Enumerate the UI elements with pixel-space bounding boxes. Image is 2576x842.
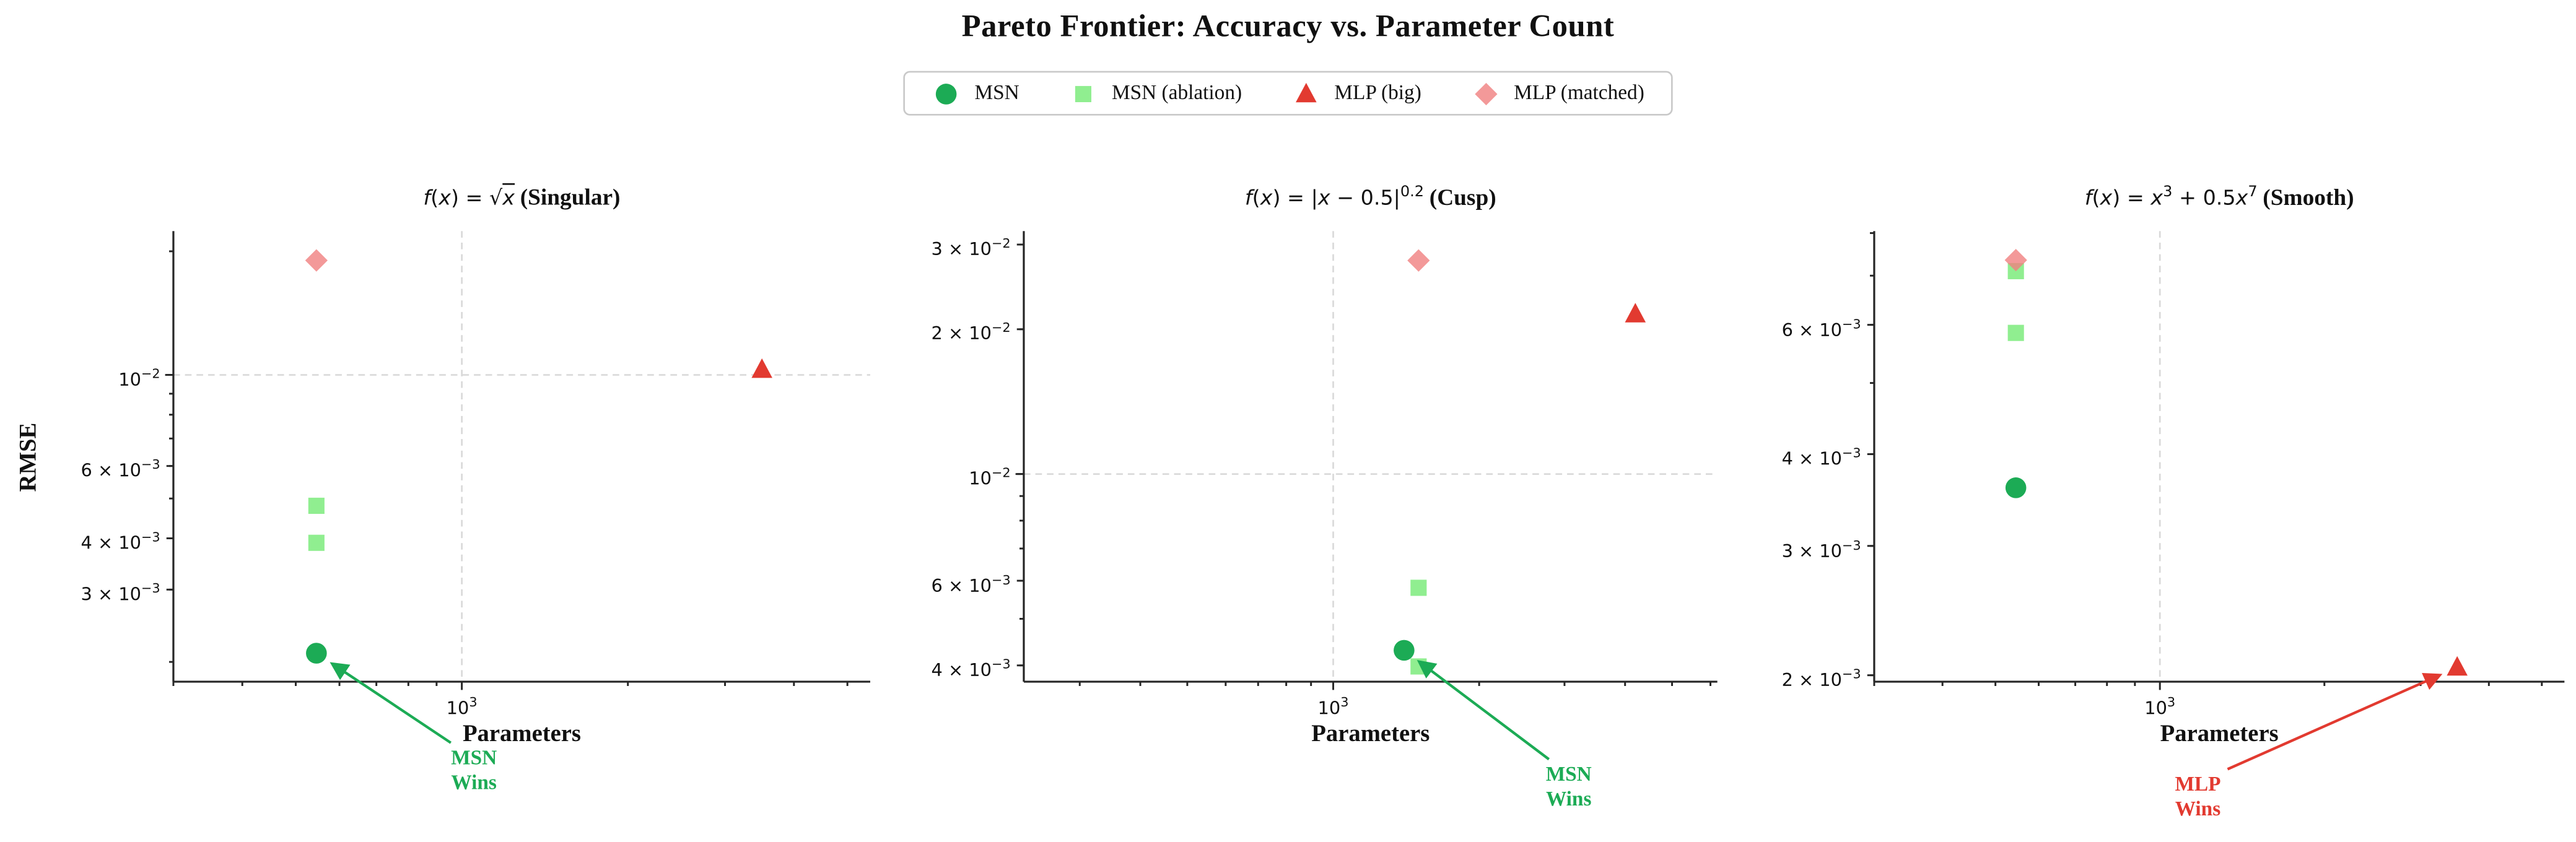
series-mlp-big [2447,656,2468,676]
x-axis-label: Parameters [2160,721,2279,748]
series-mlp-big [751,358,772,378]
subplot-title-cusp: f(x) = |x − 0.5|0.2 (Cusp) [1244,184,1496,212]
triangle-marker-icon [751,358,772,378]
legend-item-mlp-big: MLP (big) [1291,81,1421,106]
series-mlp-matched [305,249,328,272]
series-mlp-big [1625,303,1646,323]
square-marker-icon [2007,324,2024,341]
y-tick-label: 4 × 10−3 [81,530,160,555]
square-marker-icon [1075,85,1092,102]
diamond-marker-icon [1474,82,1497,105]
annotation-msn-wins: MSN Wins [451,746,497,794]
triangle-marker-icon [2447,656,2468,676]
y-tick-label: 10−2 [118,367,160,391]
annotation-arrow [1417,660,1550,761]
annotation-arrow [330,662,452,744]
legend-row: MSN MSN (ablation) MLP (big) MLP (matched) [0,71,2576,116]
y-tick-label: 10−2 [969,466,1011,490]
series-msn [306,643,327,664]
legend-label: MSN (ablation) [1111,80,1242,104]
y-tick-label: 6 × 10−3 [81,458,160,482]
series-mlp-matched [2004,248,2027,272]
series-msn-ablation [2007,263,2024,341]
subplot-title-singular: f(x) = √x (Singular) [423,184,621,212]
triangle-marker-icon [1625,303,1646,323]
figure-title: Pareto Frontier: Accuracy vs. Parameter … [961,9,1615,45]
series-msn [1394,640,1415,661]
y-tick-label: 3 × 10−2 [931,236,1011,261]
subplot-singular: f(x) = √x (Singular) 10−2 6 × 10−3 4 × 10−3… [81,185,870,794]
diamond-marker-icon [2004,248,2027,272]
y-tick-label: 3 × 10−3 [81,581,160,605]
circle-marker-icon [2005,477,2027,498]
plot-area-cusp [1015,231,1718,761]
circle-marker-icon [1394,640,1415,661]
y-tick-label: 4 × 10−3 [931,657,1011,682]
x-axis-label: Parameters [462,721,581,748]
legend-item-mlp-matched: MLP (matched) [1471,81,1644,106]
x-tick-label: 103 [1317,695,1349,719]
circle-marker-icon [306,643,327,664]
annotation-mlp-wins: MLP Wins [2175,772,2221,821]
series-msn-ablation [1410,579,1427,675]
series-msn [2005,477,2027,498]
y-tick-label: 6 × 10−3 [931,572,1011,597]
plot-area-singular [165,231,870,744]
legend-item-msn-ablation: MSN (ablation) [1069,81,1242,106]
subplot-cusp: f(x) = |x − 0.5|0.2 (Cusp) 3 × 10−2 2 × 10… [932,185,1718,810]
legend: MSN MSN (ablation) MLP (big) MLP (matched) [903,71,1673,116]
circle-marker-icon [936,82,957,104]
y-axis-label: RMSE [15,422,42,492]
y-tick-label: 2 × 10−3 [1781,667,1861,692]
subplot-title-smooth: f(x) = x3 + 0.5x7 (Smooth) [2084,184,2354,212]
x-tick-label: 103 [446,695,478,719]
x-tick-label: 103 [2144,695,2176,719]
legend-label: MLP (matched) [1514,80,1644,104]
square-marker-icon [1410,579,1427,596]
x-axis-label: Parameters [1311,721,1430,748]
annotation-arrow [2227,672,2443,771]
legend-item-msn: MSN [932,81,1019,106]
y-tick-label: 3 × 10−3 [1781,537,1861,562]
annotation-msn-wins: MSN Wins [1545,762,1592,811]
plot-area-smooth [1867,231,2565,771]
series-msn-ablation [308,497,325,551]
subplot-smooth: f(x) = x3 + 0.5x7 (Smooth) 6 × 10−3 4 × 10… [1782,185,2565,820]
y-tick-label: 2 × 10−2 [931,321,1011,345]
diamond-marker-icon [1407,249,1430,272]
square-marker-icon [1075,85,1092,102]
square-marker-icon [308,497,325,514]
series-mlp-matched [1407,249,1430,272]
diamond-marker-icon [1474,82,1497,105]
legend-label: MSN [974,80,1019,104]
circle-marker-icon [936,82,957,104]
diamond-marker-icon [305,249,328,272]
square-marker-icon [308,534,325,551]
legend-label: MLP (big) [1334,80,1421,104]
y-tick-label: 4 × 10−3 [1781,446,1861,471]
y-tick-label: 6 × 10−3 [1781,316,1861,341]
triangle-marker-icon [1296,82,1317,102]
triangle-marker-icon [1296,82,1317,102]
